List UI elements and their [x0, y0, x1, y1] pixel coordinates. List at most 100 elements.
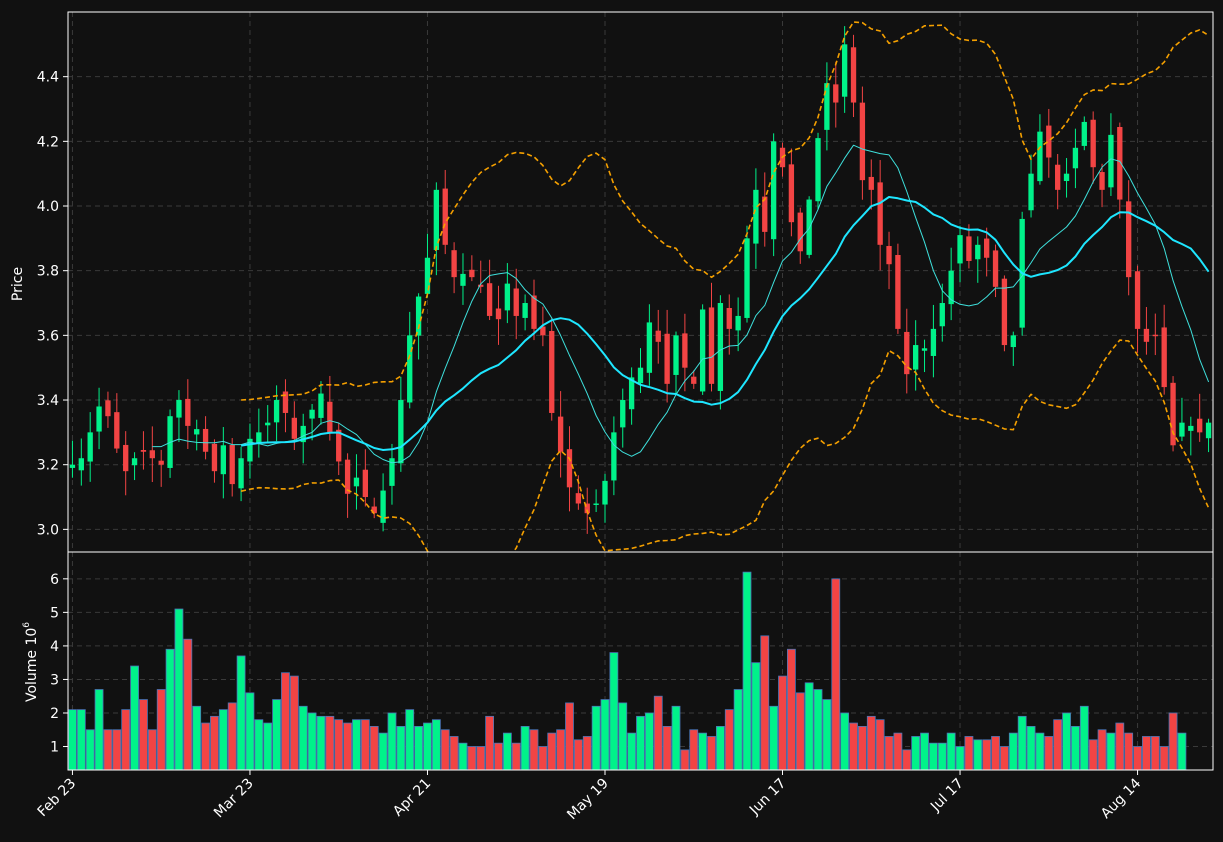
volume-bar	[582, 736, 592, 770]
volume-bar	[1017, 715, 1027, 770]
price-y-tick-label: 3.6	[37, 328, 59, 344]
volume-y-tick-label: 5	[50, 605, 59, 621]
candle-body	[194, 429, 200, 435]
volume-bar	[644, 712, 654, 770]
candle-body	[637, 367, 644, 384]
volume-bar	[786, 648, 796, 770]
volume-bar	[520, 726, 530, 770]
candle-body	[1179, 422, 1185, 437]
volume-bar	[982, 739, 992, 770]
candle-body	[557, 416, 564, 452]
candle-body	[788, 164, 795, 223]
candle-body	[247, 438, 253, 462]
volume-bar	[245, 692, 255, 770]
price-y-tick-label: 3.8	[37, 264, 59, 280]
candle-body	[593, 503, 599, 505]
candle-body	[336, 429, 342, 462]
volume-bar	[1142, 736, 1151, 770]
volume-y-tick-label: 3	[50, 672, 59, 688]
volume-bar	[671, 705, 681, 770]
volume-bar	[920, 732, 929, 770]
volume-bar	[653, 695, 663, 770]
candle-body	[664, 333, 670, 384]
candle-body	[921, 348, 928, 351]
candle-body	[655, 330, 661, 342]
volume-bar	[1000, 746, 1009, 770]
volume-bar	[369, 726, 379, 770]
volume-bar	[502, 732, 512, 770]
volume-bar	[902, 749, 912, 770]
price-y-tick-label: 3.2	[37, 458, 59, 474]
candle-body	[1117, 127, 1123, 200]
volume-bar	[804, 682, 814, 770]
volume-bar	[431, 719, 441, 770]
volume-bar	[1079, 705, 1089, 770]
volume-bar	[1106, 732, 1116, 770]
candle-body	[105, 400, 111, 417]
volume-bar	[352, 719, 361, 770]
volume-bar	[831, 578, 841, 770]
candle-body	[478, 284, 484, 287]
candle-body	[726, 307, 732, 329]
candle-body	[1143, 328, 1150, 342]
price-y-tick-label: 4.0	[37, 199, 59, 215]
volume-bar	[485, 715, 495, 770]
candle-body	[975, 244, 981, 260]
volume-bar	[325, 715, 335, 770]
volume-bar	[609, 652, 619, 770]
price-y-tick-label: 3.4	[37, 393, 59, 409]
volume-bar	[423, 722, 432, 770]
volume-bar	[573, 739, 583, 770]
candle-body	[868, 176, 874, 190]
candle-body	[1152, 334, 1158, 337]
volume-bar	[1124, 732, 1134, 770]
volume-bar	[378, 732, 388, 770]
candle-body	[930, 328, 937, 356]
volume-bar	[68, 709, 77, 770]
candle-body	[1126, 201, 1132, 278]
candle-body	[1081, 121, 1087, 146]
volume-axis-label: Volume 106	[22, 622, 40, 702]
volume-bar	[760, 635, 770, 770]
candle-body	[504, 283, 511, 311]
candle-body	[948, 270, 954, 305]
price-y-tick-label: 4.2	[37, 134, 59, 150]
candle-body	[424, 257, 431, 294]
candle-body	[1188, 425, 1194, 431]
volume-y-tick-label: 1	[50, 740, 59, 756]
volume-bar	[627, 732, 637, 770]
volume-bar	[236, 655, 246, 770]
candle-body	[957, 235, 963, 264]
candle-body	[451, 250, 457, 278]
candle-body	[1090, 119, 1096, 168]
candle-body	[886, 246, 892, 265]
candle-body	[549, 330, 555, 413]
volume-bar	[467, 746, 477, 770]
volume-bar	[911, 736, 921, 770]
candle-body	[1072, 147, 1079, 169]
volume-bar	[458, 742, 468, 770]
candle-body	[433, 189, 440, 250]
candle-body	[770, 141, 777, 240]
candle-body	[904, 331, 910, 375]
candle-body	[540, 326, 546, 336]
volume-bar	[1026, 726, 1036, 770]
bollinger-upper-line	[241, 21, 1210, 401]
volume-bar	[893, 732, 903, 770]
volume-bar	[94, 689, 104, 770]
volume-bar	[1115, 722, 1125, 770]
candle-body	[682, 333, 688, 368]
candle-body	[1046, 125, 1052, 158]
volume-bar	[733, 689, 743, 770]
candle-body	[176, 400, 182, 418]
candle-body	[620, 400, 626, 428]
candle-body	[984, 238, 990, 258]
volume-bar	[85, 729, 95, 770]
candle-body	[691, 376, 697, 384]
candle-body	[602, 480, 608, 505]
volume-bar	[360, 719, 370, 770]
candle-body	[114, 412, 120, 449]
candle-body	[762, 196, 768, 232]
candle-body	[1028, 173, 1034, 211]
bollinger-lower-line	[240, 339, 1210, 552]
